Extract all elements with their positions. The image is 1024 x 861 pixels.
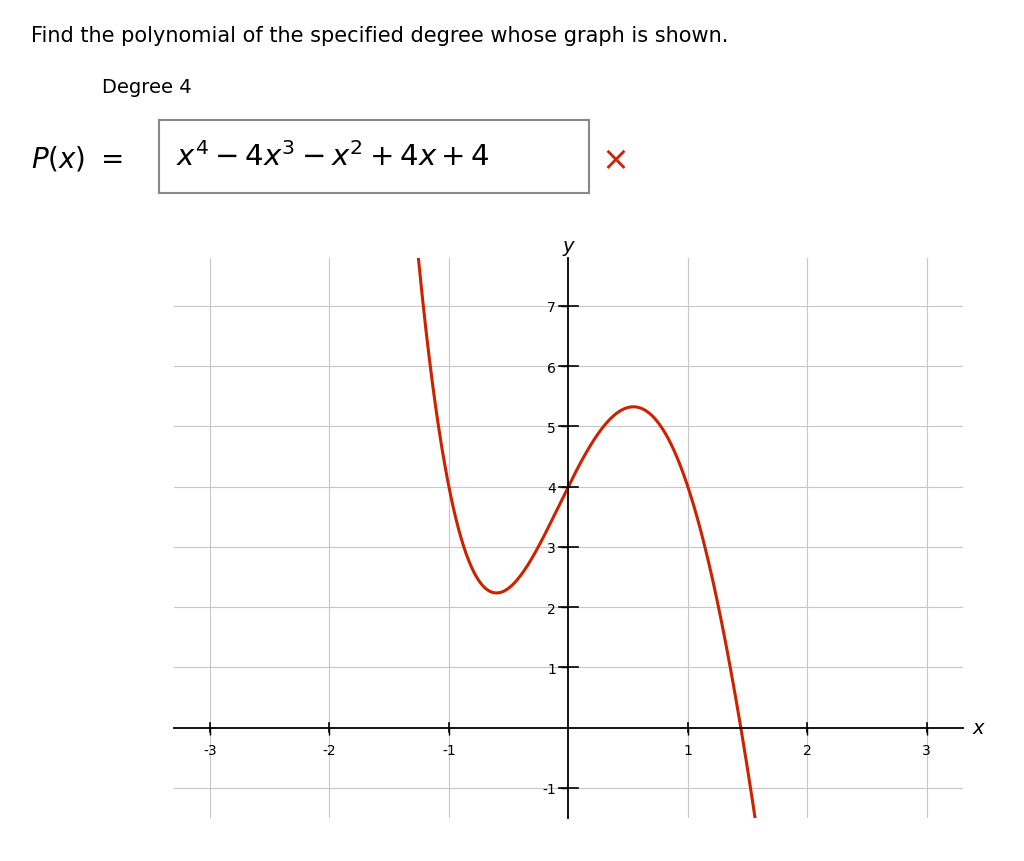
Text: Find the polynomial of the specified degree whose graph is shown.: Find the polynomial of the specified deg…: [31, 26, 728, 46]
Text: $x^4 - 4x^3 - x^2 + 4x + 4$: $x^4 - 4x^3 - x^2 + 4x + 4$: [176, 142, 489, 172]
Text: x: x: [972, 718, 984, 737]
Text: $\times$: $\times$: [601, 143, 627, 176]
Text: y: y: [562, 236, 574, 256]
Text: $P(x)\ =$: $P(x)\ =$: [31, 145, 122, 174]
Text: Degree 4: Degree 4: [102, 77, 193, 96]
